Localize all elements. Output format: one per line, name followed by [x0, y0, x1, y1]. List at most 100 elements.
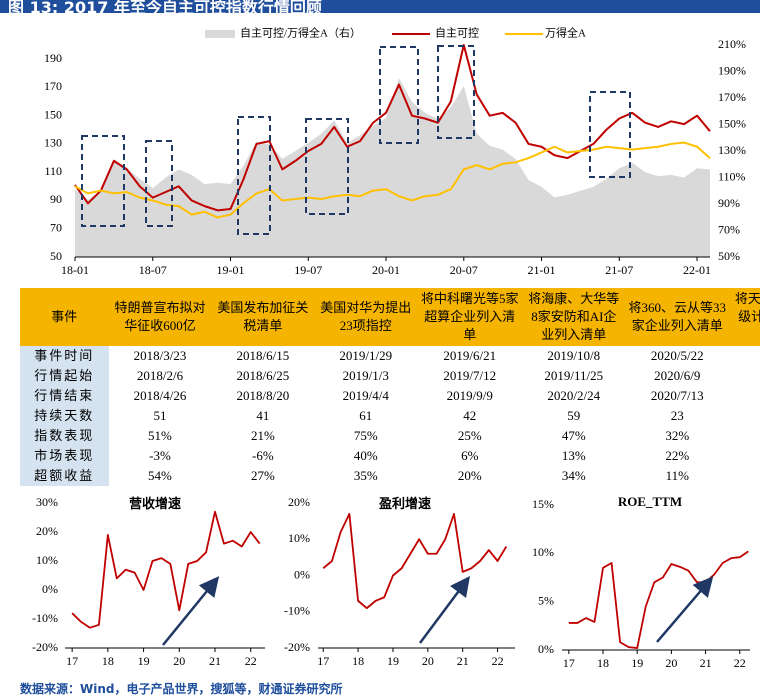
- y-tick-label: 190%: [718, 63, 746, 77]
- dashed-box: [237, 116, 271, 235]
- table: 事件 特朗普宣布拟对华征收600亿 美国发布加征关税清单 美国对华为提出23项指控 将中…: [20, 288, 760, 486]
- table-cell: 2019/10/8: [547, 348, 601, 363]
- y-tick-label: 130: [44, 136, 62, 150]
- y-tick-label: 150%: [718, 116, 746, 130]
- y-tick-label: 30%: [36, 495, 58, 509]
- column-header: 将中科曙光等5家超算企业列入清单: [417, 288, 523, 346]
- x-tick-label: 18-01: [61, 263, 89, 277]
- y-tick-label: 150: [44, 107, 62, 121]
- figure-title: 图 13: 2017 年至今自主可控指数行情回顾: [8, 0, 322, 13]
- x-tick-label: 22: [734, 656, 746, 670]
- y-tick-label: 0%: [42, 582, 58, 596]
- dashed-box: [305, 118, 349, 215]
- table-row: 事件时间 2018/3/23 2018/6/15 2019/1/29 2019/6/21…: [20, 346, 760, 366]
- table-cell: 2020/6/9: [654, 368, 701, 383]
- chart-title: ROE_TTM: [618, 494, 682, 509]
- x-tick-label: 17: [66, 654, 78, 668]
- table-cell: 42: [463, 408, 477, 423]
- table-row: 超额收益 54% 27% 35% 20% 34% 11% 27%: [20, 466, 760, 486]
- table-cell: 2019/1/29: [339, 348, 393, 363]
- x-tick-label: 20: [665, 656, 677, 670]
- table-cell: 8%: [729, 446, 760, 466]
- arrow: [162, 576, 220, 646]
- dashed-box: [145, 140, 173, 227]
- table-cell: 27%: [729, 466, 760, 486]
- column-header: 将海康、大华等8家安防和AI企业列入清单: [522, 288, 626, 346]
- x-tick-label: 20-07: [450, 263, 478, 277]
- event-table: 事件 特朗普宣布拟对华征收600亿 美国发布加征关税清单 美国对华为提出23项指控 将中…: [20, 288, 760, 490]
- x-tick-label: 21: [209, 654, 221, 668]
- line-series: [74, 141, 711, 219]
- y-tick-label: 15%: [532, 497, 554, 511]
- x-tick-label: 20: [173, 654, 185, 668]
- x-tick-label: 19: [387, 654, 399, 668]
- table-cell: -6%: [252, 448, 274, 463]
- x-tick-label: 20-01: [372, 263, 400, 277]
- row-header: 指数表现: [20, 426, 109, 446]
- x-tick-label: 22: [492, 654, 504, 668]
- table-cell: 54%: [148, 468, 172, 483]
- x-tick-label: 19-01: [217, 263, 245, 277]
- x-tick-label: 22: [245, 654, 257, 668]
- table-cell: 20%: [457, 468, 482, 483]
- y-tick-label: 170%: [718, 90, 746, 104]
- y-tick-label: 70%: [718, 222, 740, 236]
- area-series: [75, 78, 710, 257]
- table-cell: 6%: [461, 448, 479, 463]
- table-row: 市场表现 -3% -6% 40% 6% 13% 22% 8%: [20, 446, 760, 466]
- table-cell: 2020/5/22: [650, 348, 704, 363]
- y-tick-label: 0%: [538, 642, 554, 656]
- line-series: [74, 44, 711, 212]
- table-cell: 2019/11/25: [544, 368, 604, 383]
- table-cell: 2018/6/15: [236, 348, 290, 363]
- table-cell: 2018/6/25: [236, 368, 290, 383]
- x-tick-label: 18: [352, 654, 364, 668]
- table-cell: 47%: [561, 428, 586, 443]
- y-tick-label: 20%: [36, 524, 58, 538]
- row-header: 持续天数: [20, 406, 109, 426]
- arrow: [418, 575, 470, 644]
- source-note: 数据来源：Wind，电子产品世界，搜狐等，财通证券研究所: [20, 682, 343, 696]
- x-tick-label: 20: [422, 654, 434, 668]
- table-cell: 62: [729, 406, 760, 426]
- y-tick-label: -10%: [32, 611, 58, 625]
- row-header: 超额收益: [20, 466, 109, 486]
- table-cell: 22%: [665, 448, 690, 463]
- column-header: 将360、云从等33家企业列入清单: [625, 288, 730, 346]
- legend-label: 自主可控/万得全A（右）: [240, 26, 361, 40]
- table-cell: -3%: [149, 448, 171, 463]
- x-tick-label: 18: [102, 654, 114, 668]
- y-tick-label: 50: [50, 249, 62, 263]
- y-tick-label: 210%: [718, 37, 746, 51]
- table-cell: 61: [359, 408, 373, 423]
- y-tick-label: -10%: [284, 604, 310, 618]
- table-cell: 2018/2/6: [136, 368, 184, 383]
- highlight-boxes: [81, 45, 631, 235]
- table-cell: 2018/3/23: [133, 348, 187, 363]
- line-series: [71, 510, 261, 629]
- x-tick-label: 19: [138, 654, 150, 668]
- table-cell: 21%: [250, 428, 275, 443]
- table-cell: 27%: [250, 468, 275, 483]
- y-tick-label: 70: [50, 220, 62, 234]
- y-tick-label: 170: [44, 79, 62, 93]
- table-cell: 51%: [148, 428, 172, 443]
- row-header: 事件时间: [20, 346, 109, 366]
- table-cell: 34%: [561, 468, 586, 483]
- chart-title: 盈利增速: [378, 496, 431, 511]
- dashed-box: [81, 135, 125, 227]
- x-tick-label: 19: [631, 656, 643, 670]
- header-band: 图 13: 2017 年至今自主可控指数行情回顾: [0, 0, 760, 13]
- row-header: 市场表现: [20, 446, 109, 466]
- y-tick-label: 0%: [294, 567, 310, 581]
- table-cell: 2019/1/3: [342, 368, 389, 383]
- table-row: 行情结束 2018/4/26 2018/8/20 2019/4/4 2019/9/9 20…: [20, 386, 760, 406]
- table-cell: 2019/6/21: [443, 348, 497, 363]
- y-tick-label: 50%: [718, 249, 740, 263]
- y-tick-label: -20%: [284, 640, 310, 654]
